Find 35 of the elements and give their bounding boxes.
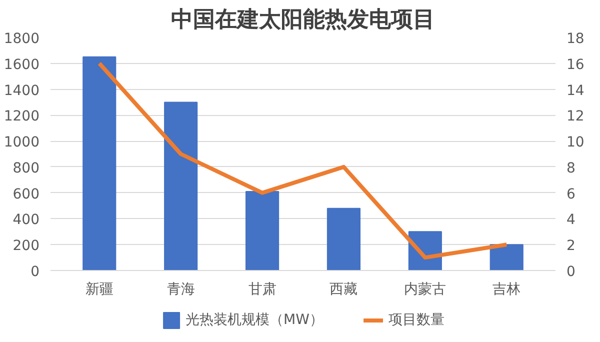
y2-tick-label: 10	[566, 134, 584, 151]
y2-tick-label: 12	[566, 108, 584, 125]
bar	[82, 56, 116, 270]
bar	[490, 244, 524, 270]
y2-tick-label: 8	[566, 160, 576, 176]
y-tick-label: 800	[12, 160, 40, 176]
x-tick-label: 新疆	[85, 282, 114, 298]
x-tick-label: 甘肃	[248, 282, 276, 298]
y-tick-label: 200	[12, 238, 40, 254]
y2-tick-label: 6	[566, 186, 576, 202]
legend-label: 项目数量	[388, 311, 444, 329]
y2-tick-label: 18	[566, 31, 584, 47]
y-tick-label: 400	[12, 212, 40, 228]
y2-tick-label: 14	[566, 82, 584, 99]
y-tick-label: 1000	[4, 134, 40, 151]
y-tick-label: 1400	[4, 82, 40, 99]
y-tick-label: 1800	[4, 31, 40, 47]
y2-tick-label: 0	[566, 264, 576, 280]
y2-tick-label: 4	[566, 212, 576, 228]
y2-tick-label: 16	[566, 56, 584, 73]
bar	[326, 208, 361, 270]
y2-tick-label: 2	[566, 238, 576, 254]
chart-title: 中国在建太阳能热发电项目	[171, 8, 435, 32]
x-tick-label: 西藏	[330, 282, 358, 298]
bar	[245, 191, 280, 270]
x-tick-label: 青海	[166, 282, 195, 298]
y-tick-label: 0	[30, 264, 40, 280]
x-tick-label: 吉林	[492, 282, 521, 298]
bar	[164, 102, 198, 270]
y-tick-label: 1200	[4, 108, 40, 125]
y-tick-label: 600	[12, 186, 40, 202]
y-tick-label: 1600	[4, 56, 40, 73]
line-series	[97, 61, 509, 260]
x-tick-label: 内蒙古	[404, 282, 446, 298]
legend-label: 光热装机规模（MW）	[186, 311, 324, 329]
